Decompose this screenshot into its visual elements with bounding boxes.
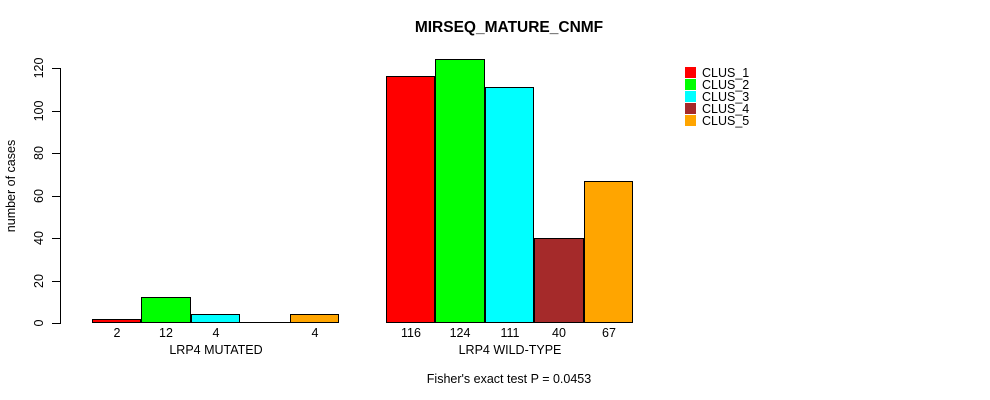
bar-clus-1-lrp4-mutated	[92, 319, 141, 323]
legend-swatch-clus-3	[685, 91, 696, 102]
y-tick-label: 60	[32, 189, 46, 203]
chart-title: MIRSEQ_MATURE_CNMF	[414, 19, 604, 36]
legend-label-clus-4: CLUS_4	[702, 102, 750, 116]
bar-value-label: 40	[552, 326, 566, 340]
bar-value-label: 12	[159, 326, 173, 340]
bar-value-label: 67	[602, 326, 616, 340]
y-tick-label: 40	[32, 231, 46, 245]
y-tick-mark	[52, 68, 60, 69]
bar-clus-2-lrp4-wild-type	[435, 59, 485, 323]
y-tick-mark	[52, 196, 60, 197]
y-tick-label: 20	[32, 274, 46, 288]
bar-clus-3-lrp4-wild-type	[485, 87, 534, 323]
y-axis-title: number of cases	[4, 139, 18, 233]
bar-clus-5-lrp4-wild-type	[584, 181, 633, 323]
bar-value-label: 124	[449, 326, 471, 340]
y-tick-label: 120	[32, 57, 46, 79]
legend-swatch-clus-2	[685, 79, 696, 90]
y-axis-line	[60, 68, 61, 324]
legend-label-clus-2: CLUS_2	[702, 78, 750, 92]
legend-label-clus-3: CLUS_3	[702, 90, 750, 104]
bar-value-label: 116	[401, 326, 421, 340]
legend-label-clus-5: CLUS_5	[702, 114, 750, 128]
y-tick-mark	[52, 281, 60, 282]
legend-swatch-clus-4	[685, 103, 696, 114]
group-label-lrp4-wild-type: LRP4 WILD-TYPE	[458, 343, 562, 357]
y-tick-label: 0	[32, 319, 46, 327]
y-tick-mark	[52, 238, 60, 239]
footer-pvalue-text: Fisher's exact test P = 0.0453	[426, 372, 592, 386]
bar-value-label: 2	[113, 326, 121, 340]
y-tick-mark	[52, 111, 60, 112]
legend-swatch-clus-5	[685, 115, 696, 126]
legend-swatch-clus-1	[685, 67, 696, 78]
bar-clus-3-lrp4-mutated	[191, 314, 240, 323]
y-tick-label: 100	[32, 100, 46, 122]
bar-value-label: 111	[500, 326, 520, 340]
bar-clus-5-lrp4-mutated	[290, 314, 339, 323]
bar-clus-2-lrp4-mutated	[141, 297, 191, 323]
y-tick-mark	[52, 323, 60, 324]
bar-clus-1-lrp4-wild-type	[386, 76, 435, 323]
bar-clus-4-lrp4-mutated	[240, 322, 290, 323]
y-tick-mark	[52, 153, 60, 154]
legend-label-clus-1: CLUS_1	[702, 66, 750, 80]
y-tick-label: 80	[32, 146, 46, 160]
group-label-lrp4-mutated: LRP4 MUTATED	[169, 343, 263, 357]
bar-value-label: 4	[311, 326, 319, 340]
bar-clus-4-lrp4-wild-type	[534, 238, 584, 323]
bar-value-label: 4	[212, 326, 220, 340]
